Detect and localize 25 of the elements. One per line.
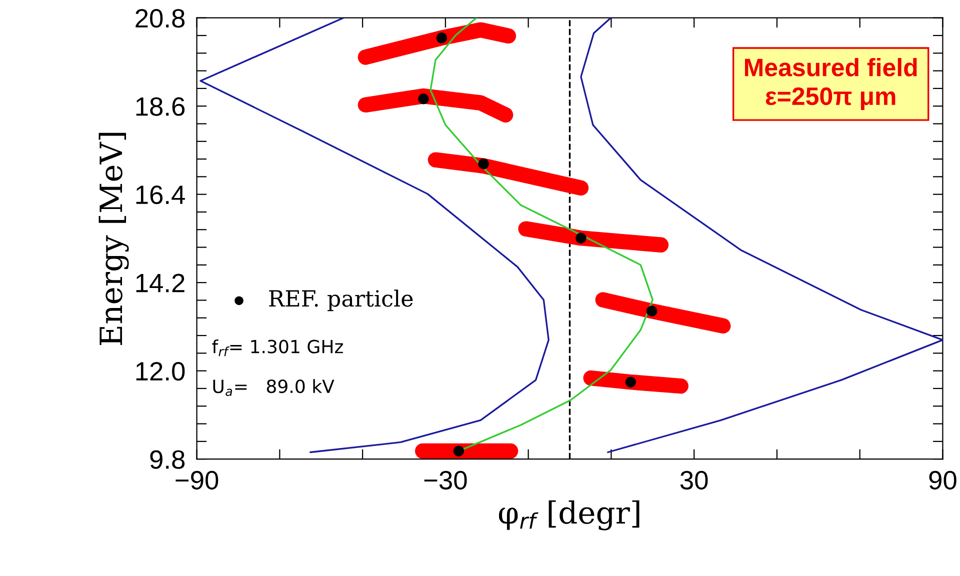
x-axis-title: φ$_{rf}$ [degr] <box>498 500 640 530</box>
x-tick-label: 90 <box>929 470 956 490</box>
point <box>478 158 489 170</box>
y-tick-label: 14.2 <box>136 274 184 292</box>
y-tick-label: 20.8 <box>136 8 185 28</box>
annotation: U$_{a}$= 89.0 kV <box>213 379 334 396</box>
x-tick-label: −30 <box>424 470 467 490</box>
y-tick-label: 9.8 <box>150 450 185 469</box>
line-series <box>200 18 550 454</box>
line-series <box>580 18 943 454</box>
point <box>646 306 658 316</box>
point <box>453 446 464 456</box>
x-tick-label: −90 <box>176 470 218 490</box>
point <box>576 232 586 244</box>
y-axis-title: Energy [MeV] <box>98 132 129 346</box>
y-tick-label: 12.0 <box>136 362 185 381</box>
annotation: f$_{rf}$= 1.301 GHz <box>212 339 343 356</box>
x-tick-label: 30 <box>680 470 708 490</box>
legend-label: REF. particle <box>269 290 413 312</box>
y-tick-label: 16.4 <box>136 185 185 204</box>
point <box>418 94 429 104</box>
annotation: Measured field ε=250π μm <box>744 58 917 110</box>
y-tick-label: 18.6 <box>136 97 185 116</box>
point <box>436 32 448 44</box>
point <box>625 376 636 388</box>
